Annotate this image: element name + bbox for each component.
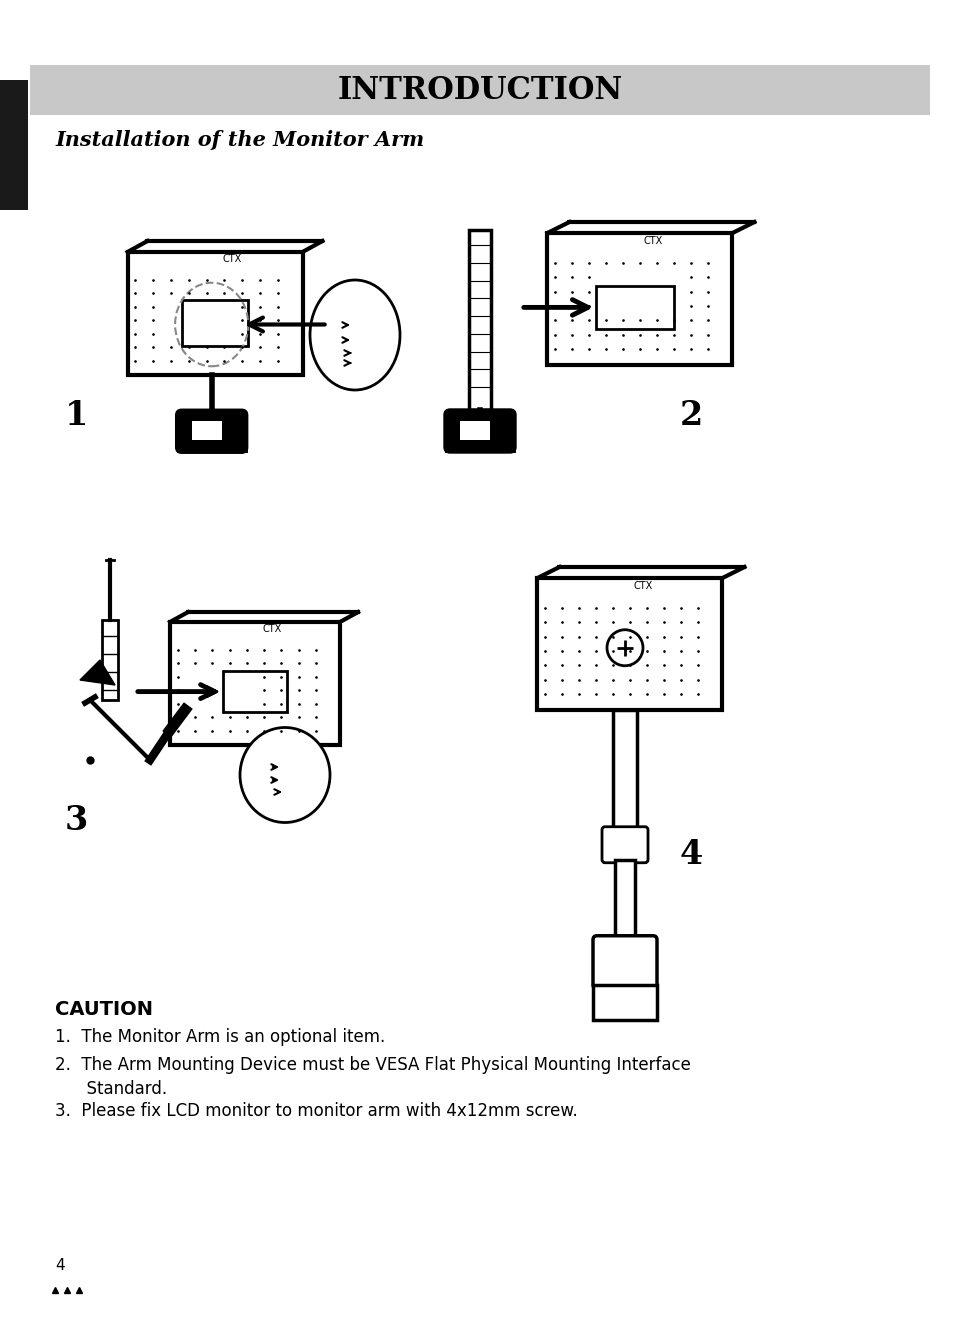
Text: 3: 3 [65, 803, 89, 836]
Text: 4: 4 [679, 839, 702, 871]
Text: 1.  The Monitor Arm is an optional item.: 1. The Monitor Arm is an optional item. [55, 1027, 385, 1046]
Text: CTX: CTX [223, 254, 242, 265]
Text: CAUTION: CAUTION [55, 1001, 152, 1019]
Circle shape [606, 629, 642, 665]
Text: Installation of the Monitor Arm: Installation of the Monitor Arm [55, 130, 424, 150]
Bar [613, 709, 637, 830]
Text: CTX: CTX [642, 235, 662, 246]
Text: INTRODUCTION: INTRODUCTION [337, 75, 622, 106]
Text: CTX: CTX [262, 624, 281, 635]
Bar [222, 671, 287, 712]
Bar [596, 286, 673, 329]
Text: 4: 4 [55, 1257, 65, 1272]
Bar [469, 230, 491, 410]
FancyBboxPatch shape [443, 409, 516, 453]
Bar [537, 578, 721, 709]
Polygon shape [80, 660, 115, 685]
Bar [128, 253, 302, 375]
Text: 3.  Please fix LCD monitor to monitor arm with 4x12mm screw.: 3. Please fix LCD monitor to monitor arm… [55, 1102, 578, 1120]
Bar [182, 299, 248, 346]
Ellipse shape [310, 281, 399, 390]
FancyBboxPatch shape [175, 409, 248, 453]
Ellipse shape [240, 728, 330, 823]
Text: 2.  The Arm Mounting Device must be VESA Flat Physical Mounting Interface
      : 2. The Arm Mounting Device must be VESA … [55, 1055, 690, 1098]
Bar [459, 421, 490, 440]
FancyBboxPatch shape [601, 827, 647, 863]
Text: 2: 2 [679, 398, 702, 432]
FancyBboxPatch shape [0, 80, 28, 210]
Bar [192, 421, 221, 441]
Text: 1: 1 [65, 398, 89, 432]
Bar [547, 232, 732, 365]
Bar [102, 620, 118, 700]
Text: CTX: CTX [633, 581, 652, 591]
FancyBboxPatch shape [593, 935, 657, 989]
Bar [615, 860, 635, 939]
Bar [30, 65, 929, 115]
Bar [170, 623, 339, 745]
Bar [593, 985, 657, 1019]
